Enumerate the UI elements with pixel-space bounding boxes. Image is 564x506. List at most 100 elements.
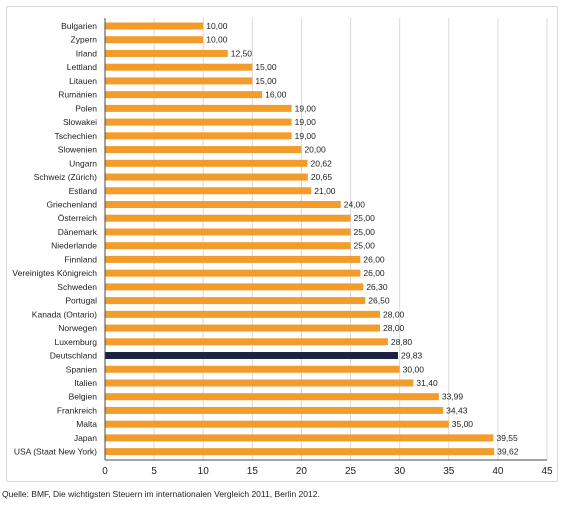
category-label: Niederlande bbox=[51, 241, 97, 251]
bar bbox=[105, 91, 263, 99]
value-label: 16,00 bbox=[265, 90, 287, 100]
value-label: 26,00 bbox=[363, 268, 385, 278]
x-tick-label: 45 bbox=[541, 466, 553, 477]
category-label: Vereinigtes Königreich bbox=[12, 268, 97, 278]
category-label: Belgien bbox=[69, 392, 98, 402]
category-label: Italien bbox=[74, 378, 97, 388]
x-tick-label: 25 bbox=[345, 466, 357, 477]
category-label: Österreich bbox=[58, 213, 97, 223]
value-label: 20,62 bbox=[311, 158, 333, 168]
value-label: 19,00 bbox=[295, 117, 317, 127]
value-label: 28,80 bbox=[391, 337, 413, 347]
category-label: Malta bbox=[76, 419, 97, 429]
value-label: 21,00 bbox=[314, 186, 336, 196]
value-label: 15,00 bbox=[255, 76, 277, 86]
category-label: Dänemark bbox=[58, 227, 98, 237]
bar bbox=[105, 187, 312, 195]
category-label: Norwegen bbox=[58, 323, 97, 333]
value-label: 31,40 bbox=[416, 378, 438, 388]
source-note: Quelle: BMF, Die wichtigsten Steuern im … bbox=[2, 489, 320, 499]
bar bbox=[105, 434, 494, 442]
bar bbox=[105, 324, 381, 332]
bar-chart: 0 5 10 15 20 25 30 35 40 45 Bulgarien 10,00 Zypern 10… bbox=[12, 18, 553, 477]
category-label: Deutschland bbox=[50, 351, 98, 361]
category-label: Litauen bbox=[69, 76, 97, 86]
value-label: 25,00 bbox=[354, 227, 376, 237]
value-label: 26,30 bbox=[366, 282, 388, 292]
category-label: Tschechien bbox=[54, 131, 97, 141]
category-label: Ungarn bbox=[69, 158, 97, 168]
bar bbox=[105, 283, 364, 291]
value-label: 35,00 bbox=[452, 419, 474, 429]
value-label: 39,55 bbox=[496, 433, 518, 443]
x-tick-label: 0 bbox=[102, 466, 108, 477]
value-label: 10,00 bbox=[206, 21, 228, 31]
bar bbox=[105, 297, 366, 305]
category-label: Finnland bbox=[64, 254, 97, 264]
x-tick-label: 30 bbox=[394, 466, 406, 477]
x-tick-label: 35 bbox=[443, 466, 455, 477]
bar bbox=[105, 352, 398, 360]
bar bbox=[105, 255, 361, 263]
x-tick-label: 20 bbox=[296, 466, 308, 477]
bar bbox=[105, 393, 439, 401]
value-label: 28,00 bbox=[383, 309, 405, 319]
category-label: Griechenland bbox=[46, 199, 97, 209]
value-label: 25,00 bbox=[354, 241, 376, 251]
category-label: Estland bbox=[69, 186, 98, 196]
category-label: Frankreich bbox=[57, 405, 97, 415]
bar bbox=[105, 448, 495, 456]
category-label: Polen bbox=[75, 103, 97, 113]
category-label: Spanien bbox=[66, 364, 97, 374]
bar bbox=[105, 146, 302, 154]
bar bbox=[105, 159, 308, 167]
bar bbox=[105, 365, 400, 373]
category-label: Japan bbox=[74, 433, 97, 443]
bar bbox=[105, 36, 204, 44]
category-label: Kanada (Ontario) bbox=[32, 309, 97, 319]
value-label: 26,00 bbox=[363, 254, 385, 264]
bar bbox=[105, 310, 381, 318]
bar bbox=[105, 228, 351, 236]
x-tick-label: 10 bbox=[198, 466, 210, 477]
bar bbox=[105, 22, 204, 30]
bar bbox=[105, 49, 228, 57]
value-label: 10,00 bbox=[206, 35, 228, 45]
category-label: Portugal bbox=[65, 296, 97, 306]
x-tick-label: 40 bbox=[492, 466, 504, 477]
value-label: 24,00 bbox=[344, 199, 366, 209]
category-label: Luxemburg bbox=[54, 337, 97, 347]
category-label: Slowakei bbox=[63, 117, 97, 127]
value-label: 29,83 bbox=[401, 351, 423, 361]
bar bbox=[105, 420, 449, 428]
x-tick-label: 5 bbox=[151, 466, 157, 477]
bar bbox=[105, 214, 351, 222]
value-label: 34,43 bbox=[446, 405, 468, 415]
value-label: 26,50 bbox=[368, 296, 390, 306]
value-label: 20,00 bbox=[304, 145, 326, 155]
bar bbox=[105, 104, 292, 112]
bar bbox=[105, 200, 341, 208]
category-label: Zypern bbox=[71, 35, 98, 45]
category-label: USA (Staat New York) bbox=[14, 447, 97, 457]
value-label: 20,65 bbox=[311, 172, 333, 182]
bar bbox=[105, 132, 292, 140]
bar bbox=[105, 269, 361, 277]
category-label: Bulgarien bbox=[61, 21, 97, 31]
value-label: 25,00 bbox=[354, 213, 376, 223]
bar bbox=[105, 173, 308, 181]
bar bbox=[105, 242, 351, 250]
value-label: 39,62 bbox=[497, 447, 519, 457]
x-tick-label: 15 bbox=[247, 466, 259, 477]
chart-frame bbox=[6, 6, 558, 482]
category-label: Lettland bbox=[67, 62, 98, 72]
value-label: 28,00 bbox=[383, 323, 405, 333]
category-label: Rumänien bbox=[58, 90, 97, 100]
bar bbox=[105, 338, 388, 346]
value-label: 15,00 bbox=[255, 62, 277, 72]
bar bbox=[105, 63, 253, 71]
value-label: 12,50 bbox=[231, 48, 253, 58]
category-label: Slowenien bbox=[58, 145, 97, 155]
bar bbox=[105, 118, 292, 126]
category-label: Schweden bbox=[57, 282, 97, 292]
